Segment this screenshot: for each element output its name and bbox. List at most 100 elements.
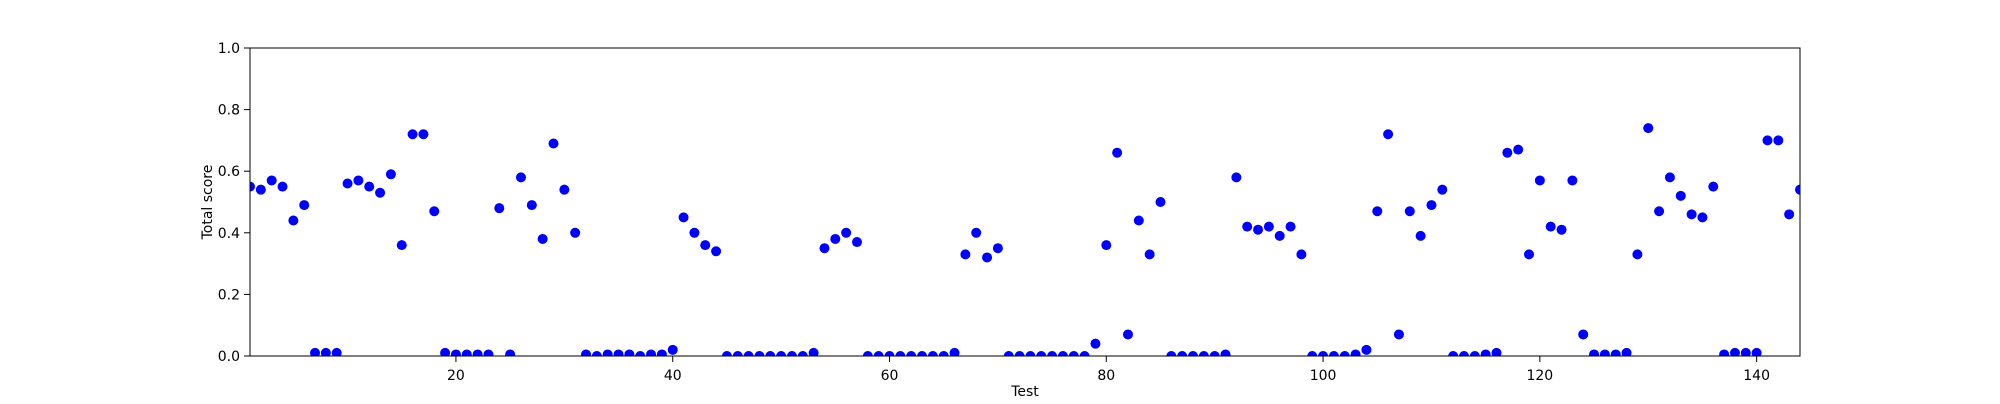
x-tick-label: 80 <box>1097 368 1115 384</box>
data-point <box>515 172 526 183</box>
data-point <box>1415 230 1426 241</box>
data-point <box>1133 215 1144 226</box>
data-point <box>1708 181 1719 192</box>
data-point <box>1719 349 1730 356</box>
data-point <box>754 351 765 356</box>
data-point <box>1025 351 1036 356</box>
data-point <box>960 249 971 260</box>
data-point <box>700 240 711 251</box>
data-point <box>1231 172 1242 183</box>
data-point <box>1253 224 1264 235</box>
data-point <box>808 347 819 356</box>
data-point <box>1784 209 1795 220</box>
data-point <box>1729 347 1740 356</box>
data-point <box>1242 221 1253 232</box>
data-point <box>1437 184 1448 195</box>
data-point <box>1480 349 1491 356</box>
data-point <box>949 347 960 356</box>
data-point <box>1122 329 1133 340</box>
data-point <box>396 240 407 251</box>
data-point <box>830 233 841 244</box>
data-point <box>927 351 938 356</box>
data-point <box>1263 221 1274 232</box>
data-point <box>450 349 461 356</box>
x-axis-label: Test <box>1010 384 1039 400</box>
data-point <box>1567 175 1578 186</box>
data-point <box>678 212 689 223</box>
data-point <box>938 351 949 356</box>
data-point <box>1339 351 1350 356</box>
data-point <box>1643 123 1654 134</box>
data-point <box>1166 351 1177 356</box>
y-tick-label: 0.8 <box>218 103 240 119</box>
data-point <box>635 351 646 356</box>
data-point <box>982 252 993 263</box>
data-point <box>1003 351 1014 356</box>
data-point <box>1599 349 1610 356</box>
data-point <box>1545 221 1556 232</box>
data-point <box>797 351 808 356</box>
data-point <box>862 351 873 356</box>
data-point <box>1578 329 1589 340</box>
y-tick-label: 0.0 <box>218 349 240 365</box>
data-point <box>743 351 754 356</box>
data-point <box>461 349 472 356</box>
y-tick-label: 1.0 <box>218 41 240 57</box>
axis-ticks: 20 40 60 80 100 120 140 0.0 0.2 0.4 0.6 0.8 1.0 <box>218 41 1770 384</box>
data-point <box>1491 347 1502 356</box>
data-point <box>1090 338 1101 349</box>
data-point <box>1697 212 1708 223</box>
data-point <box>1426 200 1437 211</box>
x-tick-label: 40 <box>664 368 682 384</box>
data-point <box>1188 351 1199 356</box>
data-point <box>1220 349 1231 356</box>
data-point <box>1014 351 1025 356</box>
data-point <box>1383 129 1394 140</box>
data-point <box>1068 351 1079 356</box>
data-point <box>689 227 700 238</box>
data-point <box>971 227 982 238</box>
data-point <box>1502 147 1513 158</box>
data-point <box>1057 351 1068 356</box>
data-point <box>656 349 667 356</box>
data-point <box>1285 221 1296 232</box>
data-point <box>1664 172 1675 183</box>
data-point <box>667 344 678 355</box>
data-point <box>1079 351 1090 356</box>
data-point <box>581 349 592 356</box>
data-point <box>277 181 288 192</box>
data-point <box>732 351 743 356</box>
data-point <box>1274 230 1285 241</box>
data-point <box>364 181 375 192</box>
data-point <box>418 129 429 140</box>
data-point <box>1372 206 1383 217</box>
data-point <box>711 246 722 257</box>
data-point <box>906 351 917 356</box>
data-point <box>613 349 624 356</box>
data-point <box>841 227 852 238</box>
data-point <box>570 227 581 238</box>
data-point <box>1513 144 1524 155</box>
data-point <box>1534 175 1545 186</box>
x-tick-label: 60 <box>881 368 899 384</box>
data-point <box>1458 351 1469 356</box>
data-point <box>765 351 776 356</box>
data-point <box>250 181 255 192</box>
plot-frame <box>249 47 1801 357</box>
data-points <box>250 123 1800 356</box>
data-point <box>288 215 299 226</box>
data-point <box>884 351 895 356</box>
x-tick-label: 120 <box>1526 368 1553 384</box>
data-point <box>1112 147 1123 158</box>
data-point <box>1621 347 1632 356</box>
data-point <box>483 349 494 356</box>
data-point <box>1047 351 1058 356</box>
data-point <box>895 351 906 356</box>
data-point <box>505 349 516 356</box>
data-point <box>1654 206 1665 217</box>
data-point <box>342 178 353 189</box>
data-point <box>776 351 787 356</box>
data-point <box>1036 351 1047 356</box>
data-point <box>1350 349 1361 356</box>
